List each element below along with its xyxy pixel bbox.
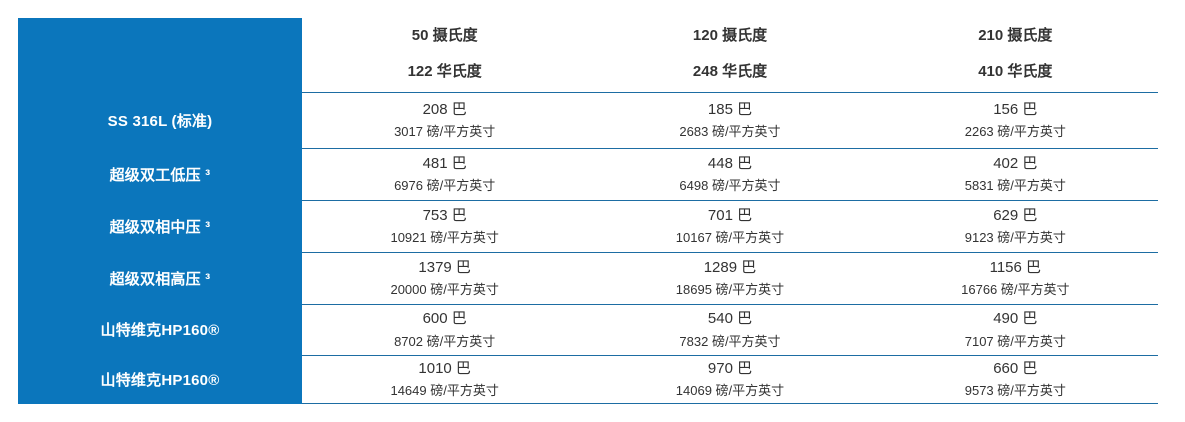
pressure-cell: 448 巴 6498 磅/平方英寸: [587, 149, 872, 200]
pressure-temperature-rating-table: SS 316L (标准) 超级双工低压 ³ 超级双相中压 ³ 超级双相高压 ³ …: [18, 18, 1158, 404]
data-area: 50 摄氏度 122 华氏度 120 摄氏度 248 华氏度 210 摄氏度 4…: [302, 18, 1158, 404]
pressure-cell: 402 巴 5831 磅/平方英寸: [873, 149, 1158, 200]
celsius-label: 120 摄氏度: [692, 26, 768, 44]
bar-value: 402 巴: [993, 154, 1038, 172]
psi-value: 8702 磅/平方英寸: [394, 333, 496, 349]
psi-value: 6498 磅/平方英寸: [679, 178, 781, 194]
material-label-column: SS 316L (标准) 超级双工低压 ³ 超级双相中压 ³ 超级双相高压 ³ …: [18, 18, 302, 404]
pressure-cell: 1010 巴 14649 磅/平方英寸: [302, 356, 587, 403]
pressure-cell: 540 巴 7832 磅/平方英寸: [587, 305, 872, 355]
table-row: 600 巴 8702 磅/平方英寸 540 巴 7832 磅/平方英寸 490 …: [302, 304, 1158, 355]
bar-value: 1379 巴: [418, 258, 471, 276]
temperature-header-col-3: 210 摄氏度 410 华氏度: [873, 18, 1158, 92]
psi-value: 14649 磅/平方英寸: [390, 383, 499, 399]
pressure-cell: 208 巴 3017 磅/平方英寸: [302, 93, 587, 148]
pressure-cell: 1289 巴 18695 磅/平方英寸: [587, 253, 872, 304]
psi-value: 5831 磅/平方英寸: [964, 178, 1066, 194]
psi-value: 16766 磅/平方英寸: [961, 282, 1070, 298]
pressure-cell: 481 巴 6976 磅/平方英寸: [302, 149, 587, 200]
bar-value: 660 巴: [993, 359, 1038, 377]
bar-value: 481 巴: [422, 154, 467, 172]
temperature-header-col-2: 120 摄氏度 248 华氏度: [587, 18, 872, 92]
bar-value: 753 巴: [422, 206, 467, 224]
row-label-super-duplex-low: 超级双工低压 ³: [109, 166, 211, 184]
row-label-hp160-1: 山特维克HP160®: [100, 322, 220, 339]
fahrenheit-label: 248 华氏度: [692, 62, 768, 80]
fahrenheit-label: 122 华氏度: [407, 62, 482, 80]
bar-value: 701 巴: [707, 206, 753, 224]
table-row: 1010 巴 14649 磅/平方英寸 970 巴 14069 磅/平方英寸 6…: [302, 355, 1158, 404]
row-label-hp160-2: 山特维克HP160®: [100, 372, 220, 389]
row-label-super-duplex-mid: 超级双相中压 ³: [109, 218, 211, 236]
bar-value: 1289 巴: [703, 258, 757, 276]
psi-value: 7832 磅/平方英寸: [679, 333, 781, 349]
bar-value: 490 巴: [993, 310, 1038, 328]
bar-value: 208 巴: [422, 100, 467, 118]
psi-value: 14069 磅/平方英寸: [675, 383, 785, 399]
row-label-super-duplex-high: 超级双相高压 ³: [109, 270, 211, 288]
fahrenheit-label: 410 华氏度: [978, 62, 1053, 80]
pressure-cell: 600 巴 8702 磅/平方英寸: [302, 305, 587, 355]
psi-value: 10921 磅/平方英寸: [390, 230, 499, 246]
pressure-cell: 753 巴 10921 磅/平方英寸: [302, 201, 587, 252]
pressure-cell: 701 巴 10167 磅/平方英寸: [587, 201, 872, 252]
pressure-cell: 629 巴 9123 磅/平方英寸: [873, 201, 1158, 252]
bar-value: 185 巴: [707, 100, 753, 118]
psi-value: 10167 磅/平方英寸: [675, 230, 785, 246]
psi-value: 3017 磅/平方英寸: [394, 124, 496, 140]
bar-value: 1156 巴: [989, 258, 1042, 276]
bar-value: 156 巴: [993, 100, 1038, 118]
temperature-header-col-1: 50 摄氏度 122 华氏度: [302, 18, 587, 92]
table-row: 208 巴 3017 磅/平方英寸 185 巴 2683 磅/平方英寸 156 …: [302, 92, 1158, 148]
bar-value: 540 巴: [707, 310, 753, 328]
label-column-header-spacer: [18, 18, 302, 92]
pressure-cell: 660 巴 9573 磅/平方英寸: [873, 356, 1158, 403]
table-row: 753 巴 10921 磅/平方英寸 701 巴 10167 磅/平方英寸 62…: [302, 200, 1158, 252]
bar-value: 970 巴: [707, 359, 753, 377]
bar-value: 1010 巴: [418, 359, 471, 377]
pressure-cell: 156 巴 2263 磅/平方英寸: [873, 93, 1158, 148]
psi-value: 2263 磅/平方英寸: [964, 124, 1066, 140]
celsius-label: 210 摄氏度: [978, 26, 1053, 44]
bar-value: 600 巴: [422, 310, 467, 328]
psi-value: 20000 磅/平方英寸: [390, 282, 499, 298]
psi-value: 2683 磅/平方英寸: [679, 124, 781, 140]
table-row: 481 巴 6976 磅/平方英寸 448 巴 6498 磅/平方英寸 402 …: [302, 148, 1158, 200]
psi-value: 18695 磅/平方英寸: [675, 282, 785, 298]
row-label-ss316l: SS 316L (标准): [107, 112, 213, 130]
psi-value: 9123 磅/平方英寸: [964, 230, 1066, 246]
psi-value: 7107 磅/平方英寸: [964, 333, 1066, 349]
bar-value: 629 巴: [993, 206, 1038, 224]
temperature-header-row: 50 摄氏度 122 华氏度 120 摄氏度 248 华氏度 210 摄氏度 4…: [302, 18, 1158, 92]
pressure-cell: 1156 巴 16766 磅/平方英寸: [873, 253, 1158, 304]
pressure-cell: 1379 巴 20000 磅/平方英寸: [302, 253, 587, 304]
psi-value: 9573 磅/平方英寸: [964, 383, 1066, 399]
bar-value: 448 巴: [707, 154, 753, 172]
pressure-cell: 970 巴 14069 磅/平方英寸: [587, 356, 872, 403]
psi-value: 6976 磅/平方英寸: [394, 178, 496, 194]
table-row: 1379 巴 20000 磅/平方英寸 1289 巴 18695 磅/平方英寸 …: [302, 252, 1158, 304]
pressure-cell: 490 巴 7107 磅/平方英寸: [873, 305, 1158, 355]
pressure-cell: 185 巴 2683 磅/平方英寸: [587, 93, 872, 148]
celsius-label: 50 摄氏度: [411, 26, 478, 44]
